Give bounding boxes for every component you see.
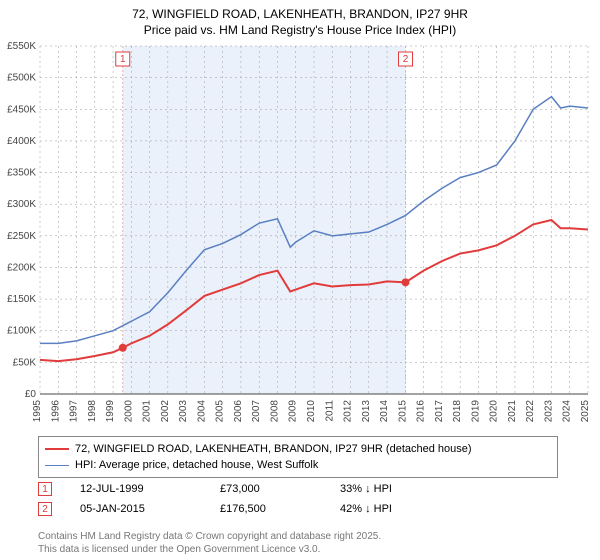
sale-marker-box-1: 1 (38, 482, 52, 496)
sale-marker-index: 2 (403, 54, 409, 65)
sale-delta-1: 33% ↓ HPI (340, 483, 440, 495)
x-tick-label: 1996 (50, 400, 61, 423)
y-tick-label: £150K (7, 294, 36, 305)
legend-box: 72, WINGFIELD ROAD, LAKENHEATH, BRANDON,… (38, 436, 558, 478)
sale-row-1: 1 12-JUL-1999 £73,000 33% ↓ HPI (38, 482, 558, 496)
title-line-2: Price paid vs. HM Land Registry's House … (0, 22, 600, 38)
copyright-line-2: This data is licensed under the Open Gov… (38, 544, 381, 557)
y-tick-label: £300K (7, 199, 36, 210)
x-tick-label: 2016 (416, 400, 427, 423)
legend-label-0: 72, WINGFIELD ROAD, LAKENHEATH, BRANDON,… (75, 443, 472, 455)
x-tick-label: 2003 (178, 400, 189, 423)
sale-band (123, 46, 406, 394)
chart-area: £0 £50K £100K £150K £200K £250K £300K £350K £400… (0, 42, 594, 432)
sale-row-2: 2 05-JAN-2015 £176,500 42% ↓ HPI (38, 502, 558, 516)
x-tick-label: 2012 (343, 400, 354, 423)
x-tick-label: 2019 (470, 400, 481, 423)
copyright-line-1: Contains HM Land Registry data © Crown c… (38, 531, 381, 544)
y-tick-label: £200K (7, 262, 36, 273)
x-tick-label: 2000 (123, 400, 134, 423)
x-tick-label: 2011 (324, 400, 335, 422)
legend-row-0: 72, WINGFIELD ROAD, LAKENHEATH, BRANDON,… (45, 441, 551, 457)
x-tick-label: 1995 (32, 400, 43, 423)
title-block: 72, WINGFIELD ROAD, LAKENHEATH, BRANDON,… (0, 0, 600, 42)
y-tick-label: £100K (7, 326, 36, 337)
x-tick-label: 2013 (361, 400, 372, 423)
x-tick-label: 2020 (489, 400, 500, 423)
x-tick-label: 2009 (288, 400, 299, 423)
x-tick-label: 2014 (379, 400, 390, 423)
sale-marker-box-2: 2 (38, 502, 52, 516)
x-tick-label: 2006 (233, 400, 244, 423)
sale-dot (402, 278, 410, 286)
x-tick-label: 2001 (142, 400, 153, 423)
legend-swatch-0 (45, 448, 69, 450)
x-tick-label: 2005 (215, 400, 226, 423)
y-tick-label: £50K (13, 357, 37, 368)
x-tick-label: 2024 (562, 400, 573, 423)
x-tick-label: 2018 (452, 400, 463, 423)
legend-swatch-1 (45, 465, 69, 466)
sale-price-1: £73,000 (220, 483, 340, 495)
x-tick-label: 2023 (543, 400, 554, 423)
y-tick-label: £350K (7, 168, 36, 179)
x-tick-label: 2010 (306, 400, 317, 423)
x-tick-label: 2004 (196, 400, 207, 423)
x-tick-label: 2002 (160, 400, 171, 423)
x-tick-label: 1997 (69, 400, 80, 423)
x-tick-label: 1999 (105, 400, 116, 423)
sale-delta-2: 42% ↓ HPI (340, 503, 440, 515)
x-tick-label: 1998 (87, 400, 98, 423)
copyright-block: Contains HM Land Registry data © Crown c… (38, 531, 381, 556)
sale-date-2: 05-JAN-2015 (80, 503, 220, 515)
x-tick-label: 2021 (507, 400, 518, 423)
x-tick-label: 2008 (269, 400, 280, 423)
y-tick-label: £400K (7, 136, 36, 147)
x-tick-label: 2007 (251, 400, 262, 423)
sale-date-1: 12-JUL-1999 (80, 483, 220, 495)
sale-dot (119, 344, 127, 352)
y-tick-label: £550K (7, 42, 36, 52)
sale-marker-index: 1 (120, 54, 126, 65)
x-tick-label: 2017 (434, 400, 445, 423)
chart-svg: £0 £50K £100K £150K £200K £250K £300K £350K £400… (0, 42, 594, 432)
title-line-1: 72, WINGFIELD ROAD, LAKENHEATH, BRANDON,… (0, 6, 600, 22)
legend-label-1: HPI: Average price, detached house, West… (75, 459, 318, 471)
x-tick-label: 2015 (397, 400, 408, 423)
y-tick-label: £450K (7, 104, 36, 115)
page-container: 72, WINGFIELD ROAD, LAKENHEATH, BRANDON,… (0, 0, 600, 560)
x-tick-label: 2025 (580, 400, 591, 423)
x-tick-label: 2022 (525, 400, 536, 423)
y-tick-label: £250K (7, 231, 36, 242)
y-tick-label: £0 (25, 389, 37, 400)
legend-row-1: HPI: Average price, detached house, West… (45, 457, 551, 473)
y-tick-label: £500K (7, 73, 36, 84)
sale-price-2: £176,500 (220, 503, 340, 515)
